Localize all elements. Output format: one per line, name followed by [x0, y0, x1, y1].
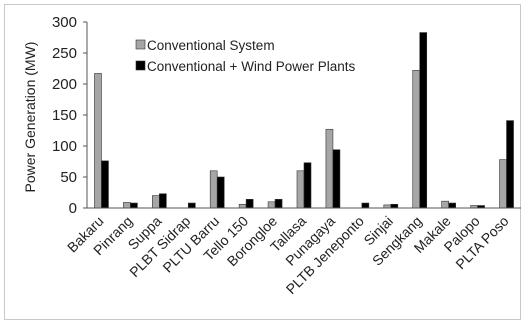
bar-conventional-wind-suppa	[159, 193, 167, 209]
y-tick-label: 0	[69, 200, 77, 217]
bar-conventional-wind-sengkang	[419, 32, 428, 209]
y-tick-label: 300	[52, 14, 77, 31]
y-axis: 0 50 100 150 200 250 300	[52, 14, 88, 217]
bar-conventional-wind-tello-150	[245, 199, 254, 209]
chart-frame	[4, 4, 521, 320]
bar-conventional-wind-pltb-jeneponto	[361, 202, 370, 209]
bar-conventional-suppa	[152, 195, 160, 209]
bar-conventional-sengkang	[412, 70, 421, 209]
legend-label: Conventional System	[147, 38, 275, 53]
bar-conventional-wind-pltu-barru	[216, 176, 225, 209]
y-tick-label: 150	[52, 107, 77, 124]
bar-conventional-wind-pinrang	[130, 202, 138, 209]
bar-conventional-punagaya	[325, 128, 334, 209]
bar-conventional-tello-150	[238, 203, 247, 209]
y-tick-label: 200	[52, 76, 77, 93]
bar-conventional-wind-makale	[448, 202, 456, 209]
bar-conventional-wind-sinjai	[390, 203, 399, 209]
bar-conventional-borongloe	[267, 201, 276, 209]
bar-conventional-wind-tallasa	[303, 162, 312, 209]
y-tick-label: 250	[52, 45, 77, 62]
bar-conventional-wind-bakaru	[101, 160, 109, 209]
y-axis-label: Power Generation (MW)	[22, 42, 38, 193]
legend: Conventional System Conventional + Wind P…	[135, 38, 355, 74]
bar-conventional-wind-punagaya	[332, 149, 341, 209]
legend-swatch	[135, 60, 146, 71]
bar-conventional-makale	[441, 200, 449, 209]
legend-label: Conventional + Wind Power Plants	[147, 59, 355, 74]
bar-conventional-tallasa	[296, 170, 305, 209]
bar-conventional-wind-plta-poso	[506, 120, 514, 209]
legend-swatch	[135, 39, 146, 50]
y-tick-label: 50	[60, 169, 77, 186]
bar-conventional-pltu-barru	[209, 170, 218, 209]
bar-conventional-wind-borongloe	[274, 199, 283, 209]
bar-conventional-bakaru	[94, 73, 102, 209]
bar-conventional-plta-poso	[499, 159, 507, 209]
bar-conventional-pinrang	[123, 202, 131, 209]
y-tick-label: 100	[52, 138, 77, 155]
bar-conventional-wind-plbt-sidrap	[187, 202, 196, 209]
